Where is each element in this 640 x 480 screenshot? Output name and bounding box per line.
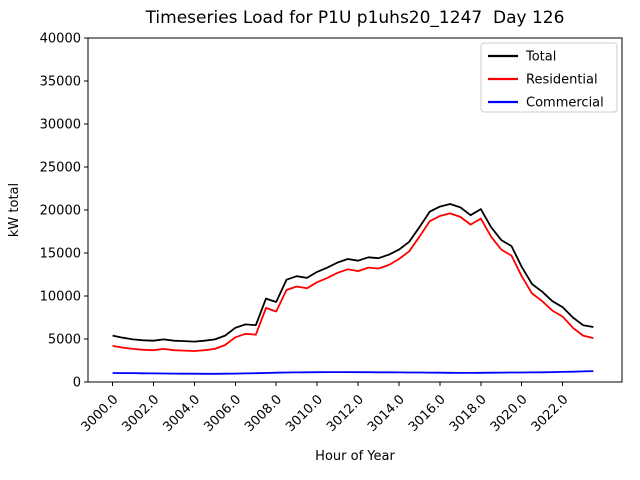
y-tick-label: 40000 xyxy=(40,32,81,47)
y-tick-label: 20000 xyxy=(40,204,81,219)
series-line-total xyxy=(112,203,594,343)
y-tick-label: 5000 xyxy=(48,333,81,348)
y-tick-label: 30000 xyxy=(40,118,81,133)
legend-label-commercial: Commercial xyxy=(526,96,604,111)
y-tick-label: 10000 xyxy=(40,290,81,305)
y-tick-label: 35000 xyxy=(40,75,81,90)
legend-frame xyxy=(480,42,618,113)
x-axis-label: Hour of Year xyxy=(315,449,395,464)
y-axis-label: kW total xyxy=(7,183,22,237)
y-axis: 0 5000 10000 15000 20000 25000 30000 35000 40000 xyxy=(40,32,88,391)
legend-label-residential: Residential xyxy=(526,73,598,88)
y-tick-label: 15000 xyxy=(40,247,81,262)
chart-title: Timeseries Load for P1U p1uhs20_1247 Day… xyxy=(145,8,565,28)
y-tick-label: 0 xyxy=(73,376,81,391)
series-line-commercial xyxy=(112,370,594,375)
y-tick-label: 25000 xyxy=(40,161,81,176)
legend: Total Residential Commercial xyxy=(480,42,618,113)
series-lines xyxy=(112,203,594,375)
series-line-residential xyxy=(112,212,594,352)
legend-label-total: Total xyxy=(525,50,556,65)
